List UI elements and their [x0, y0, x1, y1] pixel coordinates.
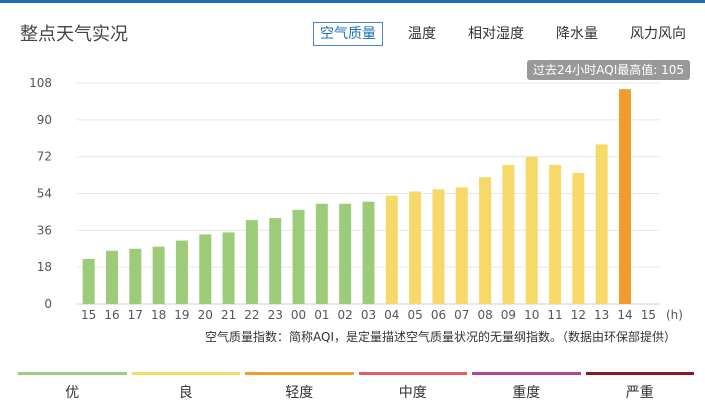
aqi-bar — [595, 144, 608, 304]
legend-item-good: 良 — [131, 372, 240, 402]
aqi-bar — [432, 189, 445, 304]
x-tick-label: 01 — [314, 308, 329, 322]
x-tick-label: 07 — [454, 308, 469, 322]
y-tick-label: 0 — [44, 297, 52, 311]
x-tick-label: 17 — [128, 308, 143, 322]
legend-label: 中度 — [398, 385, 427, 401]
x-tick-label: 16 — [104, 308, 119, 322]
legend-item-excellent: 优 — [18, 372, 127, 402]
aqi-bar — [269, 218, 282, 304]
aqi-bar — [222, 232, 235, 304]
legend-item-light: 轻度 — [245, 372, 354, 402]
legend-swatch — [358, 372, 467, 375]
legend-label: 重度 — [512, 385, 541, 401]
x-tick-label: 18 — [151, 308, 166, 322]
y-tick-label: 18 — [37, 260, 52, 274]
tab-bar: 空气质量 温度 相对湿度 降水量 风力风向 — [313, 22, 693, 46]
aqi-bar — [455, 187, 468, 304]
aqi-bar — [245, 220, 258, 304]
aqi-note: 空气质量指数：简称AQI，是定量描述空气质量状况的无量纲指数。（数据由环保部提供… — [205, 330, 676, 344]
aqi-bar — [129, 248, 142, 304]
x-tick-label: 06 — [431, 308, 446, 322]
aqi-legend: 优 良 轻度 中度 重度 严重 — [18, 372, 694, 402]
aqi-bar — [409, 191, 422, 304]
x-tick-label: 03 — [361, 308, 376, 322]
max-aqi-badge: 过去24小时AQI最高值: 105 — [526, 60, 690, 80]
legend-item-heavy: 重度 — [472, 372, 581, 402]
y-tick-label: 108 — [29, 76, 52, 90]
aqi-bar-chart: 0 18 36 54 72 90 108 15 16 17 18 19 20 21 22 23 00 01 02 03… — [29, 76, 683, 322]
x-tick-label: 02 — [338, 308, 353, 322]
x-tick-label: 09 — [501, 308, 516, 322]
aqi-bar — [502, 164, 515, 304]
aqi-bar — [175, 240, 188, 304]
x-tick-label: 10 — [524, 308, 539, 322]
aqi-bar — [525, 156, 538, 304]
page-title: 整点天气实况 — [20, 24, 128, 45]
x-tick-label: 05 — [407, 308, 422, 322]
x-tick-label: 11 — [547, 308, 562, 322]
y-tick-label: 36 — [37, 223, 52, 237]
x-tick-label: 19 — [174, 308, 189, 322]
aqi-bar — [152, 246, 165, 304]
x-tick-label: 21 — [221, 308, 236, 322]
legend-label: 严重 — [625, 385, 654, 401]
y-tick-label: 54 — [37, 187, 52, 201]
aqi-bar — [82, 258, 95, 304]
tab-humidity[interactable]: 相对湿度 — [468, 26, 524, 42]
x-tick-label: 04 — [384, 308, 399, 322]
legend-swatch — [18, 372, 127, 375]
x-axis-unit-label: (h) — [666, 308, 683, 322]
legend-item-moderate: 中度 — [358, 372, 467, 402]
y-tick-label: 90 — [37, 113, 52, 127]
legend-swatch — [472, 372, 581, 375]
aqi-bar — [549, 164, 562, 304]
tab-wind[interactable]: 风力风向 — [630, 26, 686, 42]
aqi-bar — [572, 173, 585, 304]
x-tick-label: 14 — [617, 308, 632, 322]
tab-air-quality[interactable]: 空气质量 — [313, 22, 383, 46]
aqi-bar — [619, 89, 632, 304]
y-tick-label: 72 — [37, 150, 52, 164]
x-tick-label: 22 — [244, 308, 259, 322]
x-tick-label: 15 — [641, 308, 656, 322]
x-tick-label: 15 — [81, 308, 96, 322]
aqi-bar — [315, 203, 328, 304]
legend-item-severe: 严重 — [585, 372, 694, 402]
aqi-bar — [339, 203, 352, 304]
aqi-bar — [362, 201, 375, 304]
aqi-bar — [292, 209, 305, 304]
x-tick-label: 00 — [291, 308, 306, 322]
x-tick-label: 12 — [571, 308, 586, 322]
x-tick-label: 13 — [594, 308, 609, 322]
legend-swatch — [131, 372, 240, 375]
aqi-bar — [105, 250, 118, 304]
x-tick-label: 08 — [477, 308, 492, 322]
legend-label: 优 — [65, 385, 80, 401]
tab-precipitation[interactable]: 降水量 — [556, 26, 598, 42]
legend-label: 轻度 — [285, 385, 314, 401]
aqi-bar — [199, 234, 212, 304]
legend-swatch — [585, 372, 694, 375]
x-tick-label: 20 — [198, 308, 213, 322]
legend-label: 良 — [178, 385, 193, 401]
legend-swatch — [245, 372, 354, 375]
aqi-bar — [479, 177, 492, 304]
top-accent-line — [0, 0, 705, 3]
tab-temperature[interactable]: 温度 — [408, 26, 436, 42]
aqi-bar — [385, 195, 398, 304]
x-tick-label: 23 — [268, 308, 283, 322]
